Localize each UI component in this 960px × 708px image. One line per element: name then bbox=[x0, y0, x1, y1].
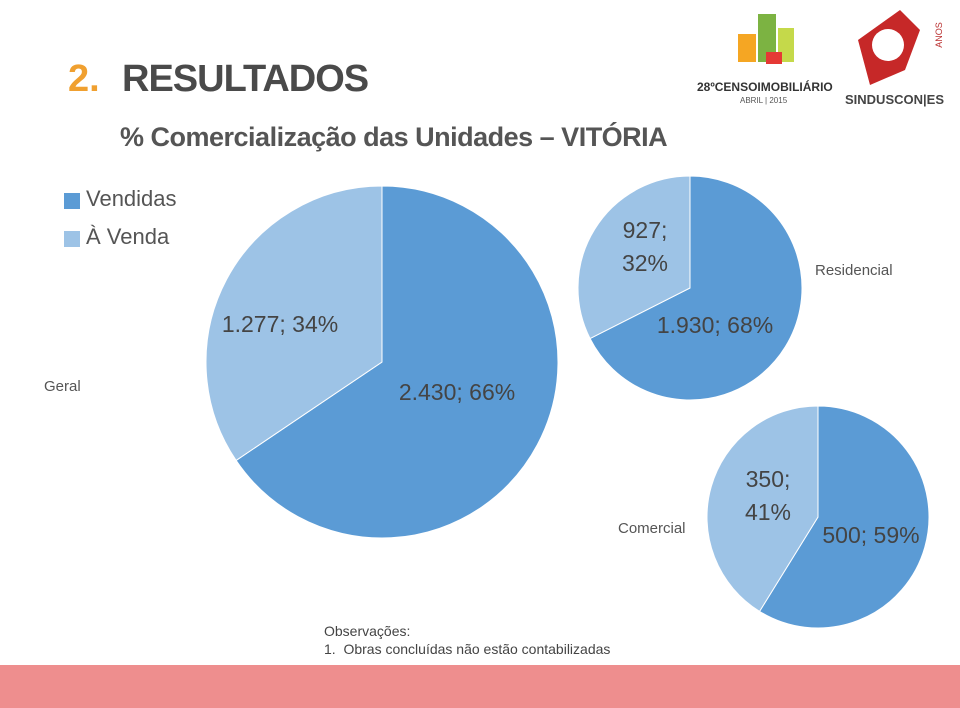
logo-text: ANOS bbox=[933, 22, 944, 48]
logo-text: 28ºCENSOIMOBILIÁRIO bbox=[697, 80, 833, 94]
footer-overlay bbox=[0, 665, 960, 708]
pie-title: Geral bbox=[44, 378, 81, 395]
pie-title: Residencial bbox=[815, 262, 893, 279]
data-label: 350; 41% bbox=[744, 466, 792, 525]
pie-slice bbox=[235, 185, 559, 539]
logo-block bbox=[738, 34, 756, 62]
subtitle: % Comercialização das Unidades – VITÓRIA bbox=[120, 122, 668, 152]
data-label: 500; 59% bbox=[822, 522, 920, 548]
logo-block bbox=[758, 14, 776, 62]
pie-title: Comercial bbox=[618, 520, 686, 537]
logo-text: ABRIL | 2015 bbox=[740, 96, 788, 105]
pie-slice bbox=[589, 175, 803, 401]
pie-slice bbox=[205, 185, 383, 462]
data-label: 1.277; 34% bbox=[221, 311, 339, 337]
logo-block bbox=[766, 52, 782, 64]
legend-label: À Venda bbox=[86, 224, 170, 249]
note-item: 1. Obras concluídas não estão contabiliz… bbox=[324, 641, 611, 657]
pie-slice bbox=[706, 405, 819, 613]
data-label: 1.930; 68% bbox=[656, 312, 774, 338]
legend-label: Vendidas bbox=[86, 186, 177, 211]
pie-slice bbox=[758, 405, 930, 629]
data-label: 927; 32% bbox=[621, 217, 669, 276]
legend-swatch bbox=[64, 193, 80, 209]
logo-text: SINDUSCON|ES bbox=[845, 92, 944, 107]
notes-heading: Observações: bbox=[324, 623, 411, 639]
data-label: 2.430; 66% bbox=[398, 379, 516, 405]
pie-slice bbox=[577, 175, 691, 340]
legend-swatch bbox=[64, 231, 80, 247]
logo-shape bbox=[872, 29, 904, 61]
section-title: RESULTADOS bbox=[122, 58, 369, 100]
section-number: 2. bbox=[68, 58, 100, 100]
